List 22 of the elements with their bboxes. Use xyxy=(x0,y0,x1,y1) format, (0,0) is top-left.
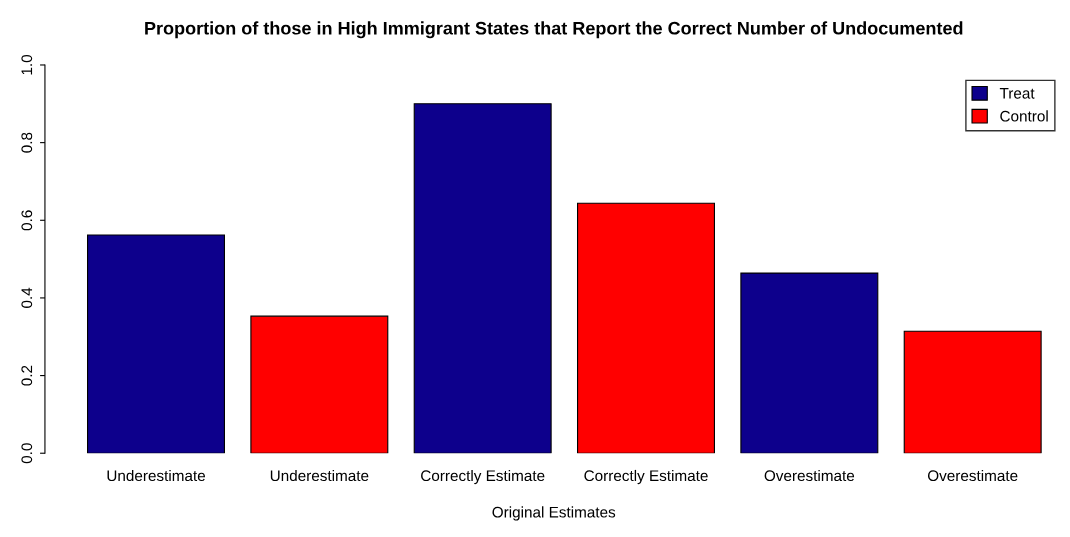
legend-label: Treat xyxy=(999,88,1035,99)
y-tick-label: 0.8 xyxy=(21,132,33,153)
bar xyxy=(87,234,225,454)
bar xyxy=(250,315,389,454)
legend-label: Control xyxy=(1000,110,1048,122)
y-tick-label: 1.0 xyxy=(21,54,33,75)
x-tick-label: Underestimate xyxy=(270,469,369,482)
bar xyxy=(903,330,1042,454)
bar xyxy=(740,272,879,454)
bar xyxy=(413,103,552,454)
x-tick-label: Underestimate xyxy=(107,469,206,482)
x-axis-title: Original Estimates xyxy=(492,506,616,521)
y-tick-label: 0.0 xyxy=(21,443,33,464)
y-tick-label: 0.6 xyxy=(21,210,33,231)
chart-title: Proportion of those in High Immigrant States that Report the Correct Number of Undocumented xyxy=(145,21,963,39)
y-tick-label: 0.4 xyxy=(21,287,33,308)
x-tick-label: Correctly Estimate xyxy=(421,469,545,485)
x-tick-label: Overestimate xyxy=(927,469,1018,482)
y-tick-label: 0.2 xyxy=(21,365,33,386)
bar xyxy=(577,202,716,454)
x-tick-label: Correctly Estimate xyxy=(584,469,708,485)
x-tick-label: Overestimate xyxy=(764,469,855,482)
